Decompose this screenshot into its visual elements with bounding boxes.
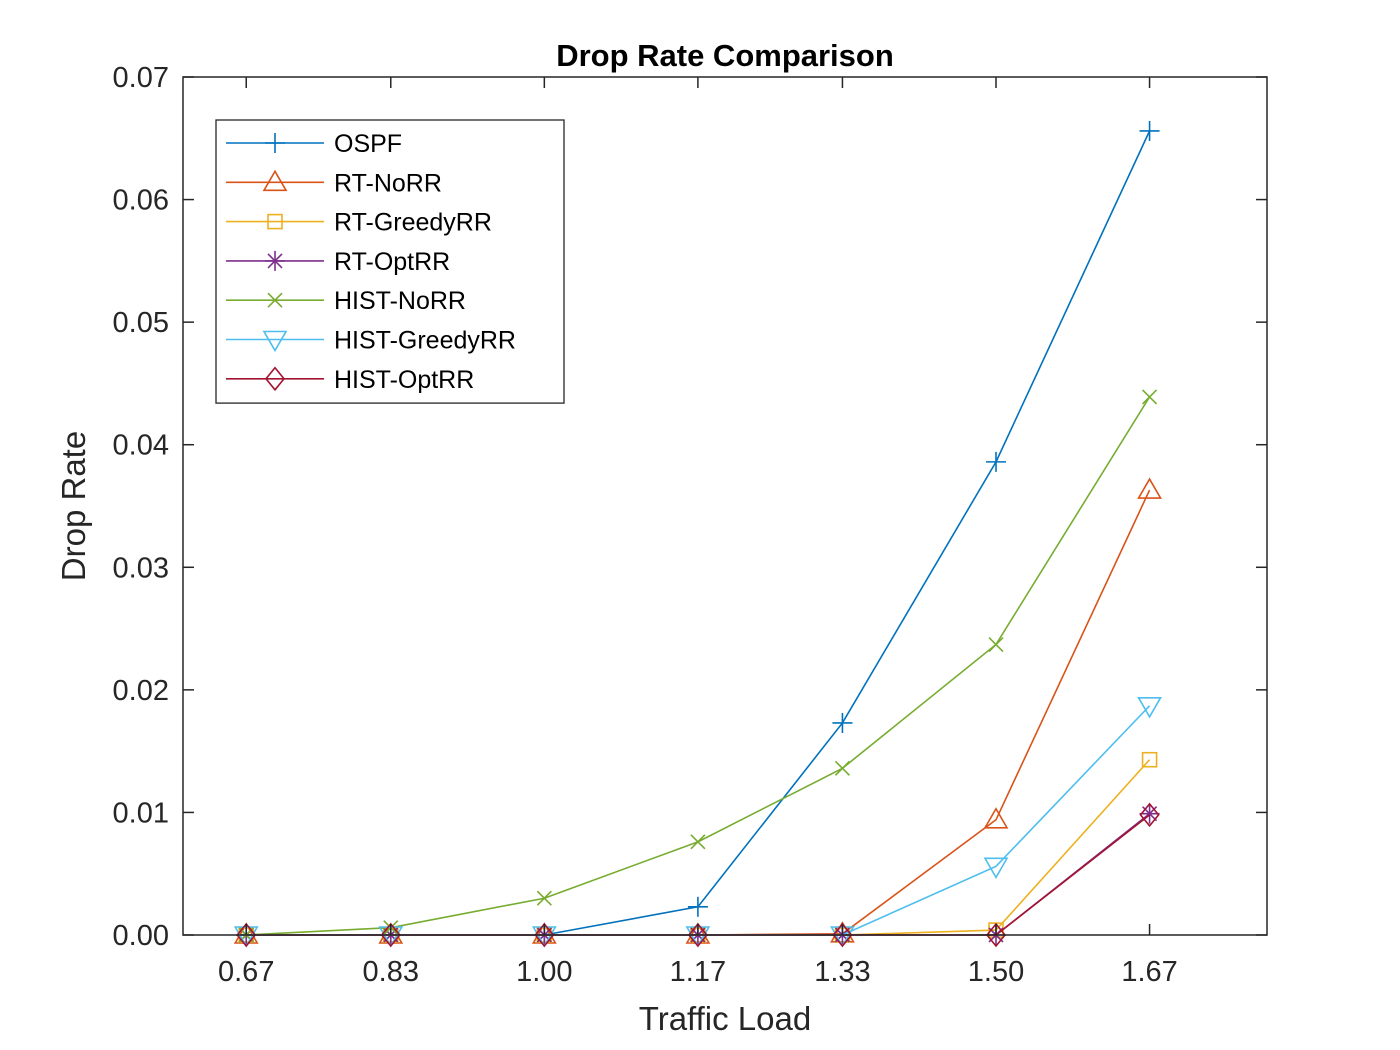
series-line-rt-norr <box>246 489 1151 936</box>
data-point-rt-norr <box>1137 477 1162 499</box>
legend-marker <box>265 250 285 271</box>
legend-item-rt-optrr: RT-OptRR <box>226 248 450 276</box>
y-tick-label: 0.00 <box>113 920 169 952</box>
legend-label: RT-NoRR <box>334 169 442 197</box>
data-point-rt-greedyrr <box>1141 751 1158 768</box>
series-line-hist-norr <box>246 396 1151 936</box>
y-tick-label: 0.04 <box>113 430 169 462</box>
y-tick-label: 0.03 <box>113 552 169 584</box>
chart-title: Drop Rate Comparison <box>556 38 894 73</box>
legend-label: HIST-GreedyRR <box>334 327 516 355</box>
y-tick-label: 0.07 <box>113 62 169 94</box>
data-point-hist-optrr <box>236 922 257 948</box>
legend-marker <box>264 366 286 392</box>
x-tick-label: 1.33 <box>814 956 870 988</box>
data-point-hist-optrr <box>687 922 708 948</box>
legend-item-hist-greedyrr: HIST-GreedyRR <box>226 327 516 355</box>
data-point-hist-optrr <box>534 922 555 948</box>
y-tick-label: 0.01 <box>113 797 169 829</box>
data-point-hist-norr <box>988 636 1004 653</box>
data-point-hist-optrr <box>380 922 401 948</box>
series-hist-norr <box>238 389 1158 943</box>
legend: OSPF RT-NoRR RT-GreedyRR RT-OptRR HIST-NoRR H… <box>215 119 565 404</box>
axis-ticks: 0.67 0.83 1.00 1.17 1.33 1.50 1.67 0.00 0.01 0.02… <box>113 62 1267 988</box>
legend-label: OSPF <box>334 130 402 158</box>
y-axis-title: Drop Rate <box>55 431 92 581</box>
data-point-hist-norr <box>536 890 552 906</box>
x-tick-label: 0.67 <box>218 956 274 988</box>
legend-label: RT-GreedyRR <box>334 209 492 237</box>
x-tick-label: 0.83 <box>363 956 419 988</box>
y-tick-label: 0.02 <box>113 675 169 707</box>
y-tick-label: 0.06 <box>113 185 169 217</box>
y-tick-label: 0.05 <box>113 307 169 339</box>
legend-marker <box>262 169 288 192</box>
legend-marker <box>262 330 288 353</box>
legend-item-hist-norr: HIST-NoRR <box>226 287 466 315</box>
legend-label: HIST-OptRR <box>334 366 474 394</box>
legend-marker <box>267 292 283 308</box>
data-point-hist-norr <box>1142 389 1158 405</box>
data-point-hist-optrr <box>1139 802 1160 828</box>
legend-item-ospf: OSPF <box>226 130 402 158</box>
data-point-hist-optrr <box>985 922 1007 948</box>
data-point-ospf <box>986 451 1006 472</box>
axes-box <box>182 76 1268 936</box>
data-point-rt-norr <box>983 807 1009 829</box>
data-point-ospf <box>832 712 853 733</box>
legend-item-rt-norr: RT-NoRR <box>226 169 442 197</box>
legend-marker <box>267 213 283 230</box>
series-line-hist-optrr <box>246 814 1151 936</box>
data-point-ospf <box>687 896 708 917</box>
data-point-hist-greedyrr <box>1137 696 1162 719</box>
legend-item-rt-greedyrr: RT-GreedyRR <box>226 209 492 237</box>
data-point-hist-norr <box>834 760 850 776</box>
x-tick-label: 1.17 <box>670 956 726 988</box>
x-axis-title: Traffic Load <box>639 1000 811 1037</box>
legend-item-hist-optrr: HIST-OptRR <box>226 366 474 394</box>
data-point-hist-norr <box>690 834 706 850</box>
x-tick-label: 1.00 <box>516 956 572 988</box>
data-point-ospf <box>1139 120 1160 141</box>
legend-label: HIST-NoRR <box>334 287 466 315</box>
data-point-hist-optrr <box>832 922 853 948</box>
x-tick-label: 1.67 <box>1121 956 1177 988</box>
legend-marker <box>265 133 285 153</box>
data-point-hist-greedyrr <box>983 857 1009 879</box>
series-rt-norr <box>233 477 1162 944</box>
x-tick-label: 1.50 <box>968 956 1024 988</box>
legend-label: RT-OptRR <box>334 248 450 276</box>
